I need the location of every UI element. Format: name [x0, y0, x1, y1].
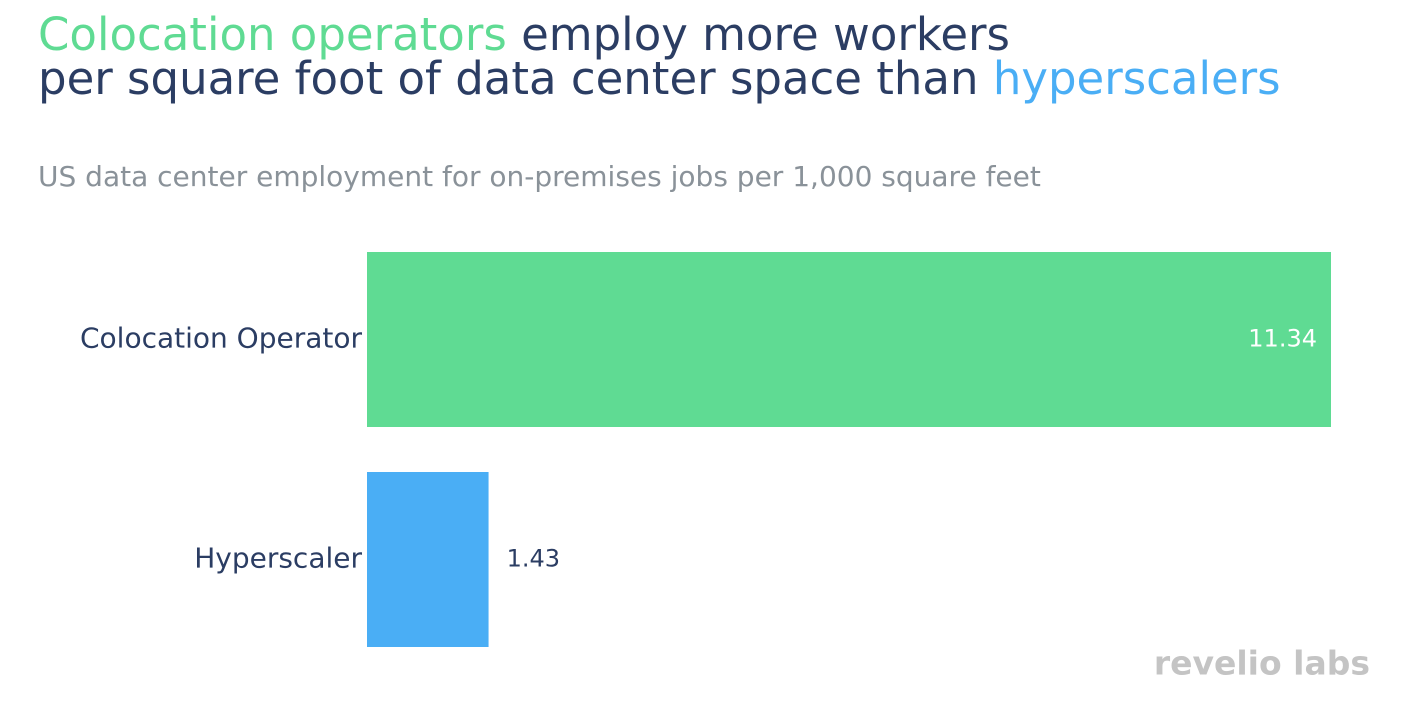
category-label: Colocation Operator [80, 322, 362, 355]
chart-subtitle: US data center employment for on-premise… [38, 160, 1041, 193]
title-segment: per square foot of data center space tha… [38, 52, 993, 105]
chart-title-line: Colocation operators employ more workers [38, 8, 1010, 61]
chart-title-line: per square foot of data center space tha… [38, 52, 1281, 105]
logo: revelio labs [1154, 644, 1370, 683]
value-label: 1.43 [507, 545, 560, 573]
bar [367, 252, 1331, 427]
category-label: Hyperscaler [194, 542, 362, 575]
title-segment: Colocation operators [38, 8, 507, 61]
title-segment: employ more workers [507, 8, 1010, 61]
bar [367, 472, 489, 647]
value-label: 11.34 [1248, 325, 1317, 353]
title-segment: hyperscalers [993, 52, 1281, 105]
